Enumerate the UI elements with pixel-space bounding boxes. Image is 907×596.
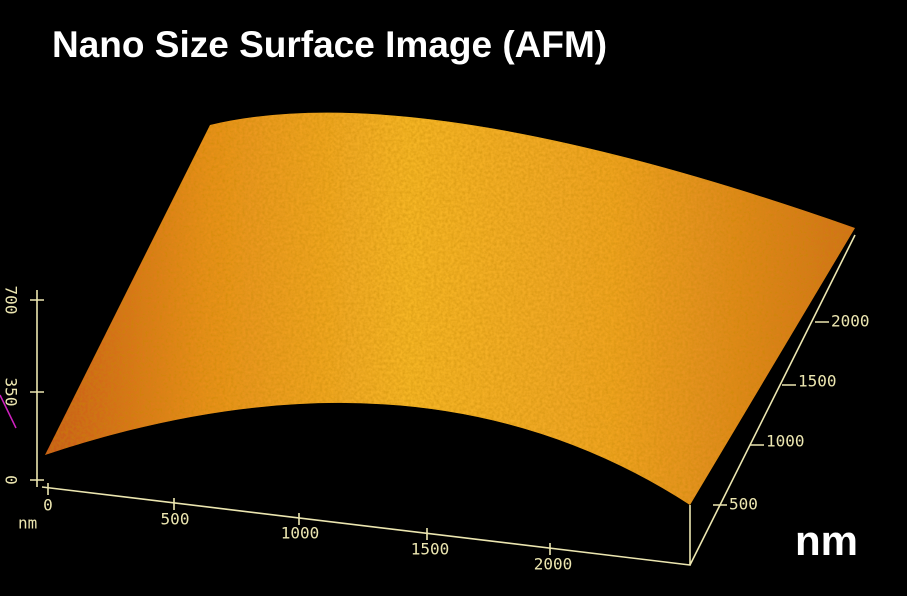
x-tick-label: 1000: [281, 524, 320, 543]
x-tick-label: 0: [43, 496, 53, 515]
title: Nano Size Surface Image (AFM): [52, 24, 607, 65]
y-tick-label: 1500: [798, 372, 837, 391]
tick-marks: [30, 299, 829, 555]
x-tick-label: 500: [161, 510, 190, 529]
z-tick-label: 350: [2, 378, 21, 407]
y-tick-label: 2000: [831, 312, 870, 331]
y-tick-label: 1000: [766, 432, 805, 451]
axis-lines: [36, 234, 856, 566]
x-tick-label: 2000: [534, 555, 573, 574]
z-tick-label: 0: [2, 475, 21, 485]
unit-label: nm: [795, 517, 858, 564]
surface: [45, 112, 855, 506]
x-tick-label: 1500: [411, 540, 450, 559]
z-unit: nm: [18, 514, 37, 533]
pointer-line: [0, 394, 17, 429]
y-tick-label: 500: [729, 495, 758, 514]
axes: [30, 234, 856, 566]
z-tick-label: 700: [2, 286, 21, 315]
